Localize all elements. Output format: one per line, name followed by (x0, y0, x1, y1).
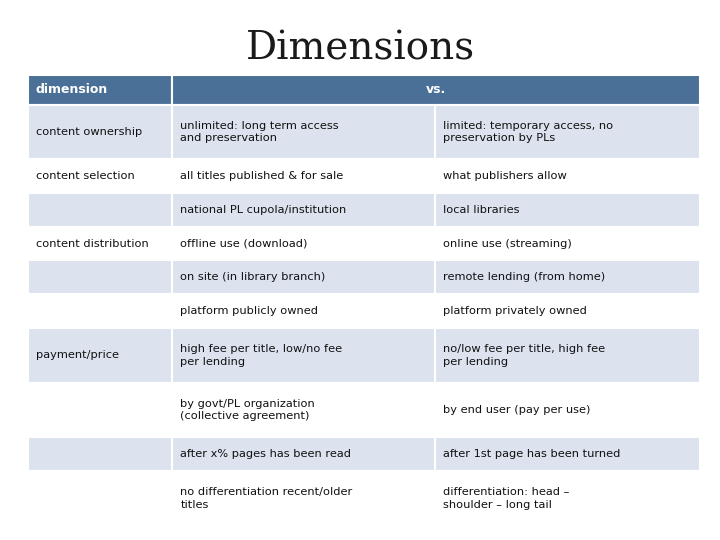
Text: unlimited: long term access
and preservation: unlimited: long term access and preserva… (181, 120, 339, 143)
Bar (435, 437, 700, 471)
Bar (435, 294, 700, 328)
Text: platform publicly owned: platform publicly owned (181, 306, 318, 316)
Text: dimension: dimension (36, 83, 108, 96)
Text: vs.: vs. (426, 83, 446, 96)
Text: offline use (download): offline use (download) (181, 239, 308, 248)
Bar (435, 193, 700, 227)
Bar (435, 227, 700, 260)
Bar (173, 159, 435, 193)
Text: by end user (pay per use): by end user (pay per use) (443, 405, 590, 415)
Bar (435, 260, 700, 294)
Bar (173, 471, 435, 526)
Bar (28, 294, 173, 328)
Bar (173, 383, 435, 437)
Text: content distribution: content distribution (36, 239, 149, 248)
Text: no/low fee per title, high fee
per lending: no/low fee per title, high fee per lendi… (443, 344, 605, 367)
Text: platform privately owned: platform privately owned (443, 306, 586, 316)
Bar (173, 193, 435, 227)
Text: after 1st page has been turned: after 1st page has been turned (443, 449, 620, 460)
Text: what publishers allow: what publishers allow (443, 171, 567, 181)
Text: on site (in library branch): on site (in library branch) (181, 272, 325, 282)
Text: content ownership: content ownership (36, 127, 143, 137)
Bar (28, 328, 173, 383)
Bar (173, 260, 435, 294)
Text: all titles published & for sale: all titles published & for sale (181, 171, 343, 181)
Text: by govt/PL organization
(collective agreement): by govt/PL organization (collective agre… (181, 399, 315, 422)
Bar (28, 260, 173, 294)
Bar (28, 383, 173, 437)
Bar (28, 159, 173, 193)
Bar (173, 75, 700, 105)
Text: online use (streaming): online use (streaming) (443, 239, 571, 248)
Text: after x% pages has been read: after x% pages has been read (181, 449, 351, 460)
Text: national PL cupola/institution: national PL cupola/institution (181, 205, 347, 215)
Text: content selection: content selection (36, 171, 135, 181)
Bar (435, 105, 700, 159)
Bar (435, 471, 700, 526)
Text: differentiation: head –
shoulder – long tail: differentiation: head – shoulder – long … (443, 487, 569, 510)
Bar (173, 227, 435, 260)
Bar (28, 105, 173, 159)
Bar (173, 105, 435, 159)
Text: no differentiation recent/older
titles: no differentiation recent/older titles (181, 487, 353, 510)
Bar (28, 471, 173, 526)
Text: limited: temporary access, no
preservation by PLs: limited: temporary access, no preservati… (443, 120, 613, 143)
Bar (28, 75, 173, 105)
Bar (173, 437, 435, 471)
Bar (435, 383, 700, 437)
Bar (435, 328, 700, 383)
Text: local libraries: local libraries (443, 205, 519, 215)
Bar (28, 437, 173, 471)
Text: payment/price: payment/price (36, 350, 119, 360)
Text: Dimensions: Dimensions (246, 30, 474, 67)
Bar (173, 328, 435, 383)
Text: remote lending (from home): remote lending (from home) (443, 272, 605, 282)
Bar (173, 294, 435, 328)
Bar (28, 227, 173, 260)
Text: high fee per title, low/no fee
per lending: high fee per title, low/no fee per lendi… (181, 344, 343, 367)
Bar (435, 159, 700, 193)
Bar (28, 193, 173, 227)
